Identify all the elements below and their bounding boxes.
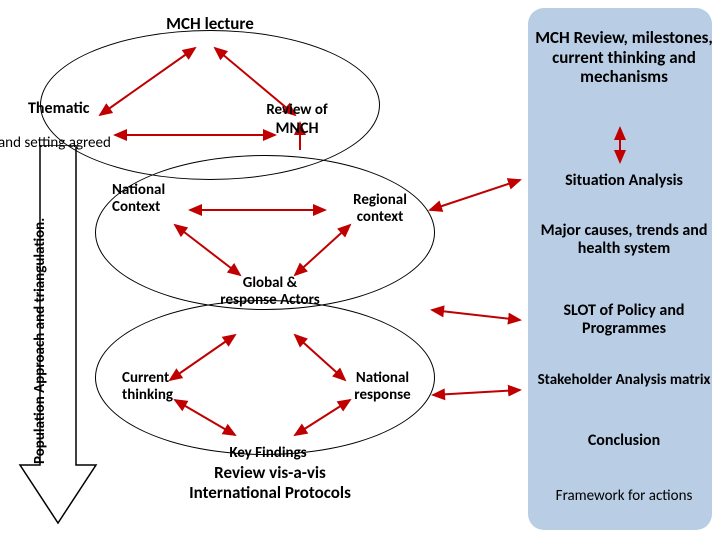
label-national-context: National Context [112, 182, 192, 217]
label-national-response: National response [340, 370, 425, 405]
top-title: MCH lecture [120, 14, 300, 34]
side-item-2: SLOT of Policy and Programmes [534, 302, 714, 339]
side-item-4: Conclusion [534, 432, 714, 450]
label-current-thinking: Current thinking [122, 370, 202, 405]
label-thematic: Thematic [28, 100, 123, 118]
side-item-1: Major causes, trends and health system [534, 222, 714, 259]
label-regional-context: Regional context [340, 192, 420, 227]
label-global-actors: Global & response Actors [215, 275, 325, 310]
label-review-of: Review of [252, 102, 342, 119]
side-item-0: Situation Analysis [534, 172, 714, 190]
side-item-5: Framework for actions [534, 488, 714, 505]
label-review-protocols: Review vis-a-vis International Protocols [175, 463, 365, 502]
side-title: MCH Review, milestones, current thinking… [534, 28, 714, 87]
label-key-findings: Key Findings [198, 445, 338, 462]
label-mnch: MNCH [252, 120, 342, 138]
side-item-3: Stakeholder Analysis matrix [534, 372, 714, 389]
label-setting: and setting agreed [0, 135, 148, 152]
